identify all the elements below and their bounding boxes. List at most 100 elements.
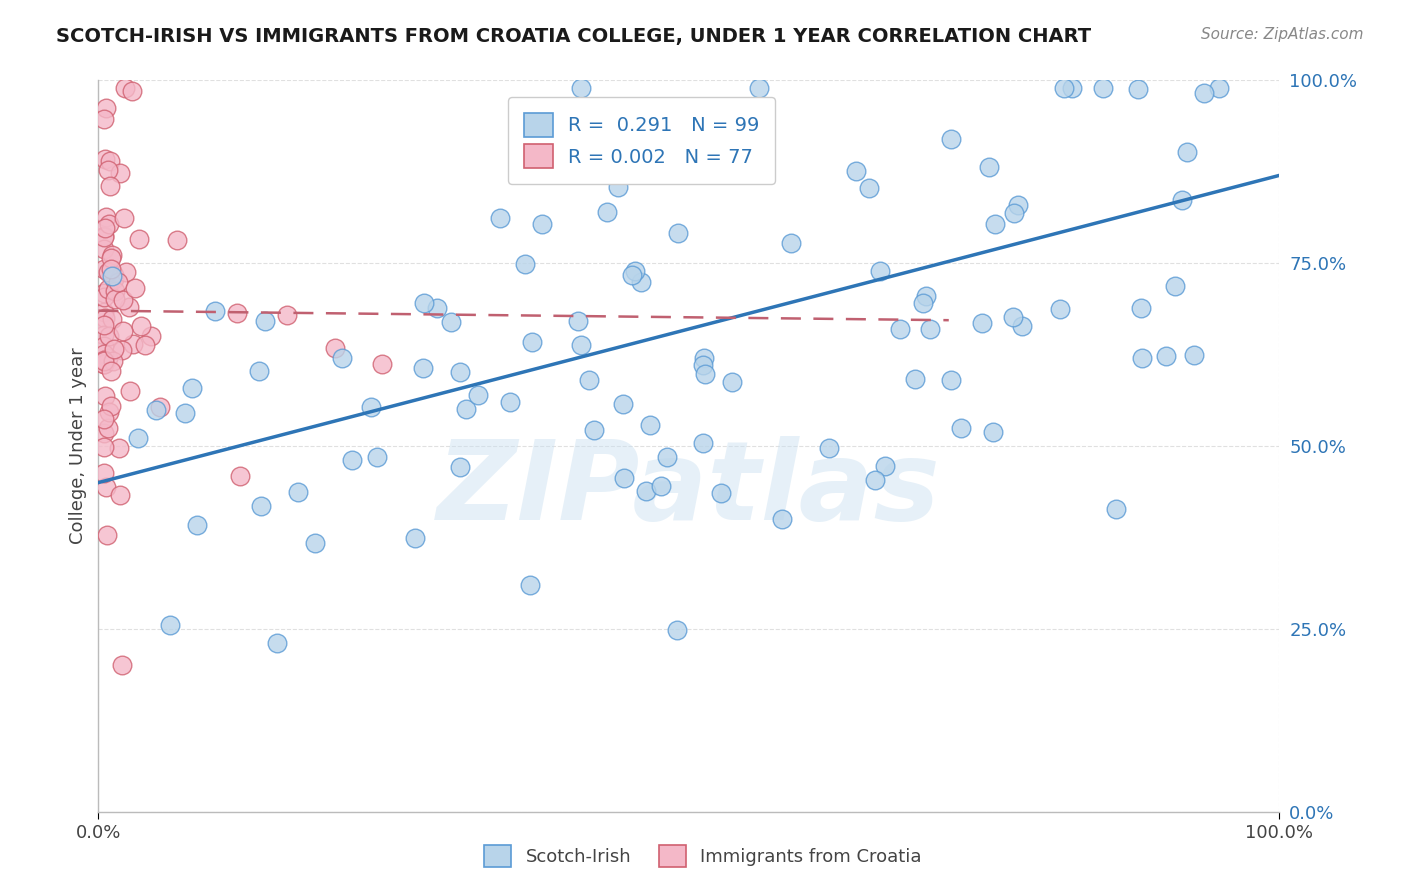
Point [1177, 145, 1199, 159]
Point [449, 460, 471, 475]
Point [1208, 80, 1230, 95]
Point [110, 488, 132, 502]
Point [692, 351, 714, 365]
Point [118, 384, 141, 399]
Point [360, 400, 382, 414]
Point [869, 264, 891, 278]
Point [128, 232, 150, 246]
Point [93, 305, 115, 319]
Point [97, 163, 120, 178]
Point [613, 471, 636, 485]
Point [276, 308, 298, 322]
Point [621, 268, 644, 282]
Point [186, 518, 208, 533]
Point [287, 484, 309, 499]
Point [127, 431, 149, 445]
Point [247, 364, 270, 378]
Point [620, 146, 643, 161]
Point [513, 257, 536, 271]
Point [103, 268, 125, 283]
Point [1182, 348, 1205, 362]
Point [97, 282, 120, 296]
Point [640, 163, 662, 178]
Point [404, 531, 426, 545]
Point [1011, 318, 1033, 333]
Point [304, 535, 326, 549]
Point [412, 296, 434, 310]
Point [101, 248, 124, 262]
Point [692, 436, 714, 450]
Point [266, 636, 288, 650]
Point [93, 327, 115, 342]
Point [1194, 86, 1216, 100]
Point [630, 275, 652, 289]
Point [204, 304, 226, 318]
Point [970, 316, 993, 330]
Point [748, 80, 770, 95]
Point [124, 281, 146, 295]
Point [903, 372, 925, 386]
Point [114, 80, 136, 95]
Point [655, 450, 678, 464]
Point [111, 324, 134, 338]
Point [1002, 205, 1025, 219]
Point [141, 328, 163, 343]
Point [578, 373, 600, 387]
Point [977, 160, 1000, 174]
Point [582, 423, 605, 437]
Point [145, 402, 167, 417]
Point [115, 265, 138, 279]
Point [1154, 349, 1177, 363]
Point [456, 402, 478, 417]
Point [93, 353, 115, 368]
Point [100, 363, 122, 377]
Point [371, 357, 394, 371]
Point [412, 361, 434, 376]
Point [93, 358, 115, 372]
Point [531, 217, 554, 231]
Point [93, 441, 115, 455]
Point [522, 335, 544, 350]
Point [166, 233, 188, 247]
Point [93, 311, 115, 326]
Point [93, 347, 115, 361]
Point [94, 101, 117, 115]
Point [1092, 80, 1115, 95]
Point [340, 453, 363, 467]
Point [770, 512, 793, 526]
Point [467, 388, 489, 402]
Point [426, 301, 449, 315]
Point [93, 353, 115, 368]
Point [569, 80, 592, 95]
Point [98, 153, 121, 168]
Point [111, 293, 134, 307]
Point [440, 314, 463, 328]
Point [229, 469, 252, 483]
Point [858, 181, 880, 195]
Point [104, 292, 127, 306]
Legend: Scotch-Irish, Immigrants from Croatia: Scotch-Irish, Immigrants from Croatia [477, 838, 929, 874]
Point [624, 264, 647, 278]
Point [112, 211, 135, 225]
Y-axis label: College, Under 1 year: College, Under 1 year [69, 348, 87, 544]
Point [93, 425, 115, 440]
Point [692, 359, 714, 373]
Point [134, 338, 156, 352]
Point [488, 211, 510, 225]
Point [111, 658, 134, 673]
Point [181, 381, 204, 395]
Point [93, 229, 115, 244]
Point [104, 284, 127, 298]
Point [93, 466, 115, 480]
Point [96, 210, 118, 224]
Point [366, 450, 388, 464]
Point [98, 405, 121, 419]
Point [108, 165, 131, 179]
Point [103, 272, 125, 286]
Point [100, 312, 122, 326]
Point [710, 486, 733, 500]
Point [1007, 197, 1029, 211]
Point [121, 84, 143, 98]
Point [98, 217, 121, 231]
Point [889, 321, 911, 335]
